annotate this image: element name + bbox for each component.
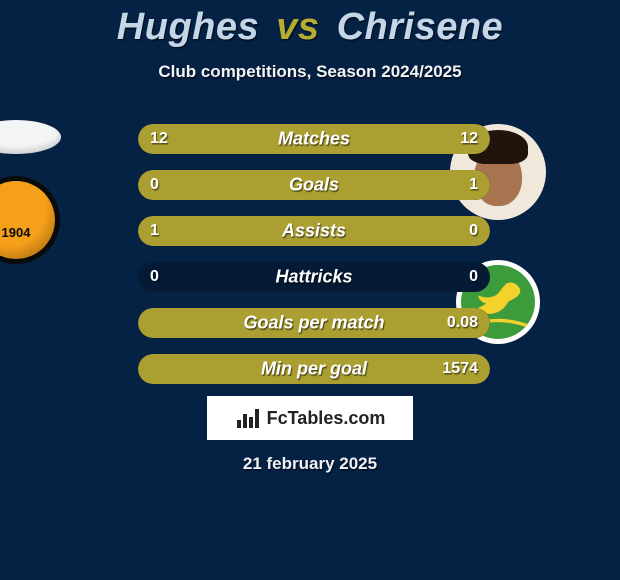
player2-name: Chrisene [337,6,504,48]
stat-bars-area: Matches1212Goals01Assists10Hattricks00Go… [138,124,490,400]
player1-avatar-placeholder [0,120,61,154]
stat-row: Hattricks0 0 [138,262,490,292]
bar-fill-left [138,354,156,384]
stat-value-right: 0 [469,222,478,240]
stat-value-right: 1574 [442,360,478,378]
stat-value-right: 1 [469,176,478,194]
stat-value-left: 0 [150,268,159,286]
bar-fill-left [138,216,427,246]
stat-value-right: 0.08 [447,314,478,332]
bar-fill-right [201,170,490,200]
fctables-logo: FcTables.com [207,396,413,440]
bar-fill-left [138,308,156,338]
stat-value-left: 0 [150,176,159,194]
stat-row: Min per goal1574 [138,354,490,384]
crest-year: 1904 [2,225,31,240]
crest-inner [0,181,55,259]
stat-value-left: 12 [150,130,168,148]
player1-name: Hughes [117,6,259,48]
player1-club-crest: 1904 [0,176,60,264]
bar-fill-right [156,308,490,338]
stat-row: Assists10 [138,216,490,246]
comparison-infographic: Hughes vs Chrisene Club competitions, Se… [0,0,620,580]
footer-date: 21 february 2025 [0,454,620,474]
bar-fill-right [156,354,490,384]
stat-value-right: 0 [469,268,478,286]
bar-fill-left [138,170,201,200]
stat-row: Goals per match0.08 [138,308,490,338]
fctables-icon [235,406,261,430]
stat-value-right: 12 [460,130,478,148]
stat-value-left: 1 [150,222,159,240]
comparison-title: Hughes vs Chrisene [0,6,620,49]
stat-label: Hattricks [138,267,490,288]
bar-fill-right [427,216,490,246]
fctables-logo-text: FcTables.com [267,408,386,429]
stat-row: Matches1212 [138,124,490,154]
vs-label: vs [276,6,319,48]
stat-row: Goals01 [138,170,490,200]
subtitle: Club competitions, Season 2024/2025 [0,62,620,82]
